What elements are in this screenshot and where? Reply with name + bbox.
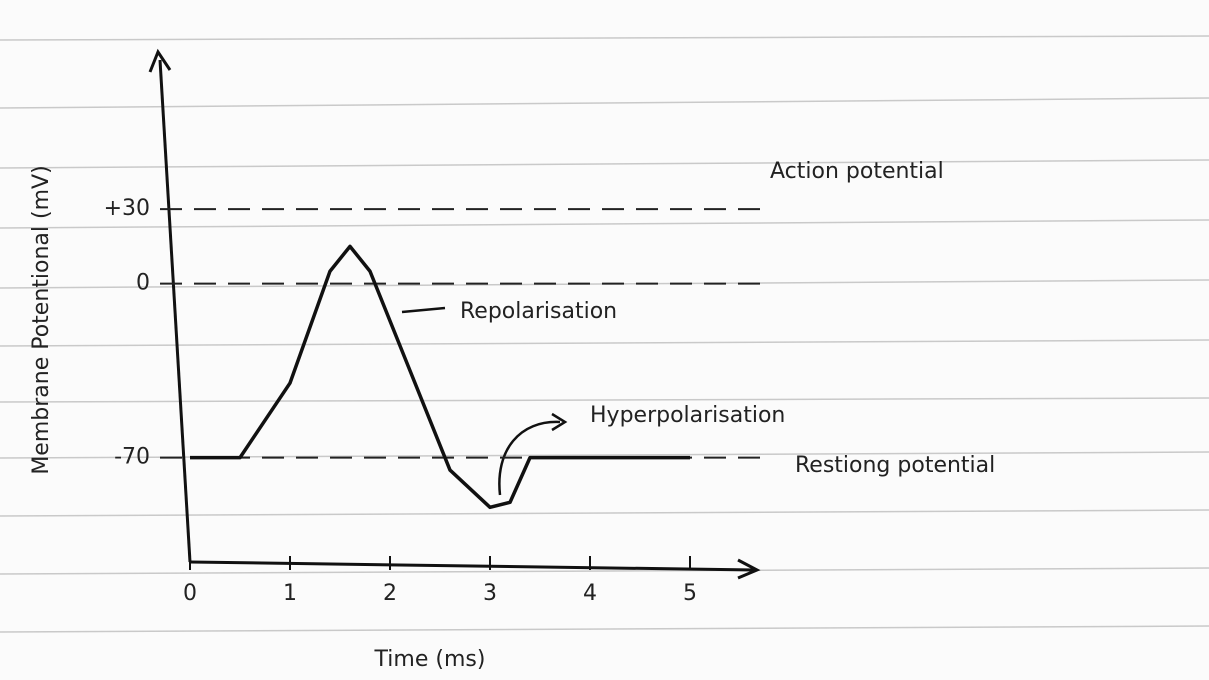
x-tick-label: 2 [383, 581, 397, 606]
x-tick-label: 3 [483, 581, 497, 606]
x-tick-label: 5 [683, 581, 697, 606]
x-axis-label: Time (ms) [374, 647, 486, 672]
chart: Time (ms) Membrane Potentional (mV) +30 0… [0, 0, 1209, 680]
y-tick-label: +30 [104, 196, 150, 221]
x-tick-label: 4 [583, 581, 597, 606]
annotation: Hyperpolarisation [590, 403, 785, 428]
y-tick-label: 0 [136, 271, 150, 296]
annotation: Repolarisation [460, 299, 617, 324]
y-axis-label: Membrane Potentional (mV) [29, 165, 54, 474]
paper [0, 0, 1209, 680]
y-tick-label: -70 [114, 445, 150, 470]
annotation: Restiong potential [795, 453, 995, 478]
x-tick-label: 0 [183, 581, 197, 606]
annotation: Action potential [770, 159, 944, 184]
x-tick-label: 1 [283, 581, 297, 606]
